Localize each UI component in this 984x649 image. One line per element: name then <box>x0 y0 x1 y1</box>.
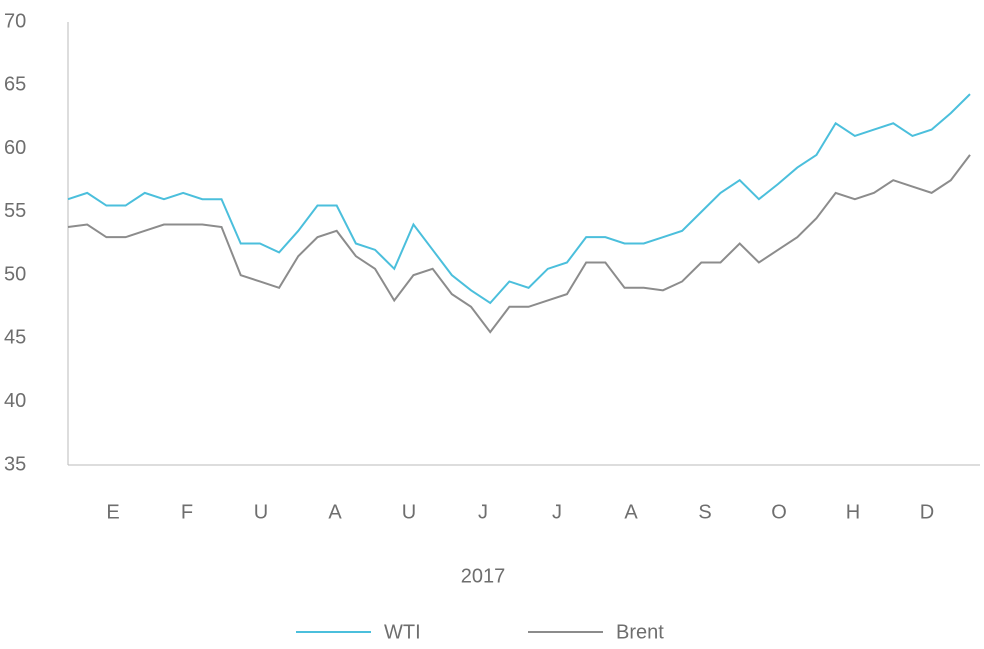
series-line <box>67 93 971 305</box>
y-tick-label: 60 <box>4 137 26 159</box>
x-tick-label: H <box>846 501 860 523</box>
x-tick-label: F <box>181 501 193 523</box>
x-tick-label: E <box>106 501 119 523</box>
x-axis-title: 2017 <box>461 565 506 587</box>
x-tick-label: U <box>402 501 416 523</box>
y-tick-label: 45 <box>4 327 26 349</box>
x-tick-label: J <box>552 501 562 523</box>
y-tick-label: 70 <box>4 10 26 32</box>
y-tick-label: 35 <box>4 453 26 475</box>
x-tick-label: A <box>624 501 638 523</box>
x-tick-label: U <box>254 501 268 523</box>
legend-label: Brent <box>616 621 664 643</box>
y-tick-label: 40 <box>4 390 26 412</box>
series-line <box>67 154 971 334</box>
x-tick-label: D <box>920 501 934 523</box>
x-tick-label: J <box>478 501 488 523</box>
x-tick-label: S <box>698 501 711 523</box>
x-tick-label: A <box>328 501 342 523</box>
y-tick-label: 50 <box>4 263 26 285</box>
legend-label: WTI <box>384 621 421 643</box>
y-tick-label: 55 <box>4 200 26 222</box>
x-tick-label: O <box>771 501 787 523</box>
y-tick-label: 65 <box>4 74 26 96</box>
